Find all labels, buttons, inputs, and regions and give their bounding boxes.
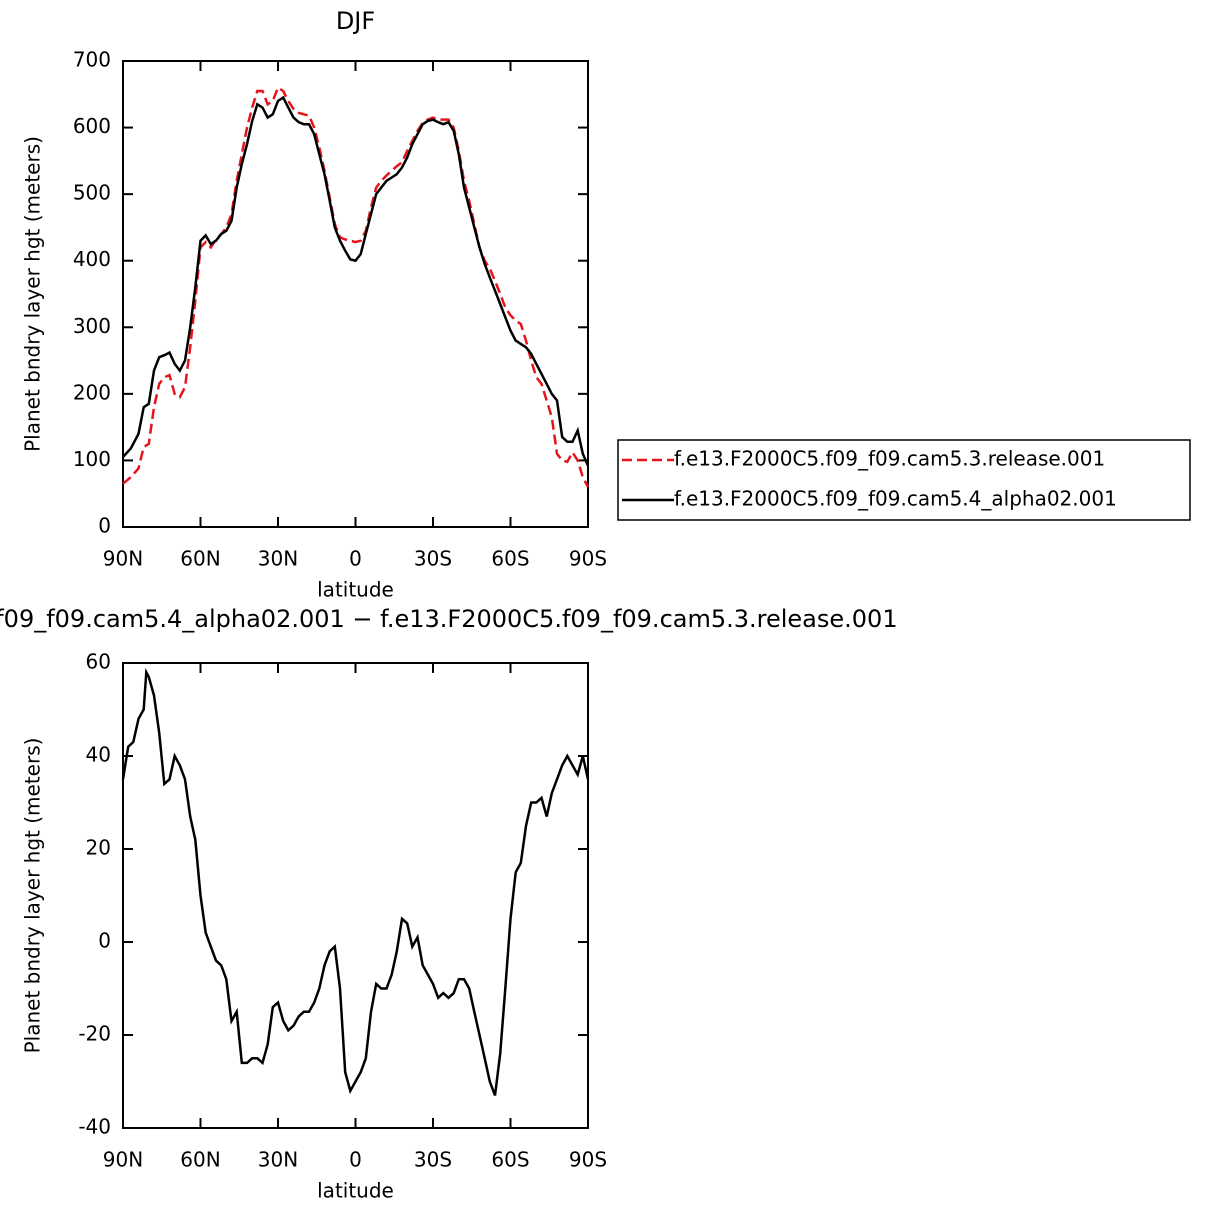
y-tick-label: 600	[73, 114, 111, 138]
y-tick-label: 100	[73, 447, 111, 471]
x-tick-label: 60S	[491, 1148, 529, 1172]
legend-label: f.e13.F2000C5.f09_f09.cam5.4_alpha02.001	[674, 487, 1117, 511]
y-tick-label: 0	[98, 514, 111, 538]
series-line	[121, 667, 590, 1096]
x-tick-label: 30S	[414, 1148, 452, 1172]
y-tick-label: -40	[78, 1115, 111, 1139]
y-tick-label: 20	[86, 836, 111, 860]
y-tick-label: 200	[73, 380, 111, 404]
x-tick-label: 30N	[258, 547, 298, 571]
x-tick-label: 30N	[258, 1148, 298, 1172]
x-tick-label: 0	[349, 547, 362, 571]
y-axis-label: Planet bndry layer hgt (meters)	[21, 738, 45, 1054]
x-tick-label: 0	[349, 1148, 362, 1172]
y-tick-label: -20	[78, 1022, 111, 1046]
y-tick-label: 0	[98, 929, 111, 953]
plot-frame	[122, 662, 589, 1129]
y-tick-label: 400	[73, 247, 111, 271]
x-axis-label: latitude	[317, 1179, 394, 1203]
x-axis-label: latitude	[317, 578, 394, 602]
x-tick-label: 60S	[491, 547, 529, 571]
y-axis-label: Planet bndry layer hgt (meters)	[21, 136, 45, 452]
legend-box	[617, 439, 1191, 521]
x-tick-label: 30S	[414, 547, 452, 571]
plot-frame	[122, 60, 589, 528]
x-tick-label: 60N	[180, 547, 220, 571]
y-tick-label: 60	[86, 650, 111, 674]
y-tick-label: 40	[86, 743, 111, 767]
series-line	[122, 85, 590, 488]
chart-title: f.e13.F2000C5.f09_f09.cam5.4_alpha02.001…	[0, 605, 898, 633]
chart-title: DJF	[336, 7, 375, 35]
x-tick-label: 90S	[569, 1148, 607, 1172]
x-tick-label: 90N	[103, 1148, 143, 1172]
y-tick-label: 300	[73, 314, 111, 338]
series-line	[122, 95, 590, 467]
y-tick-label: 500	[73, 181, 111, 205]
x-tick-label: 90N	[103, 547, 143, 571]
y-tick-label: 700	[73, 48, 111, 72]
x-tick-label: 90S	[569, 547, 607, 571]
legend-label: f.e13.F2000C5.f09_f09.cam5.3.release.001	[674, 447, 1105, 471]
x-tick-label: 60N	[180, 1148, 220, 1172]
